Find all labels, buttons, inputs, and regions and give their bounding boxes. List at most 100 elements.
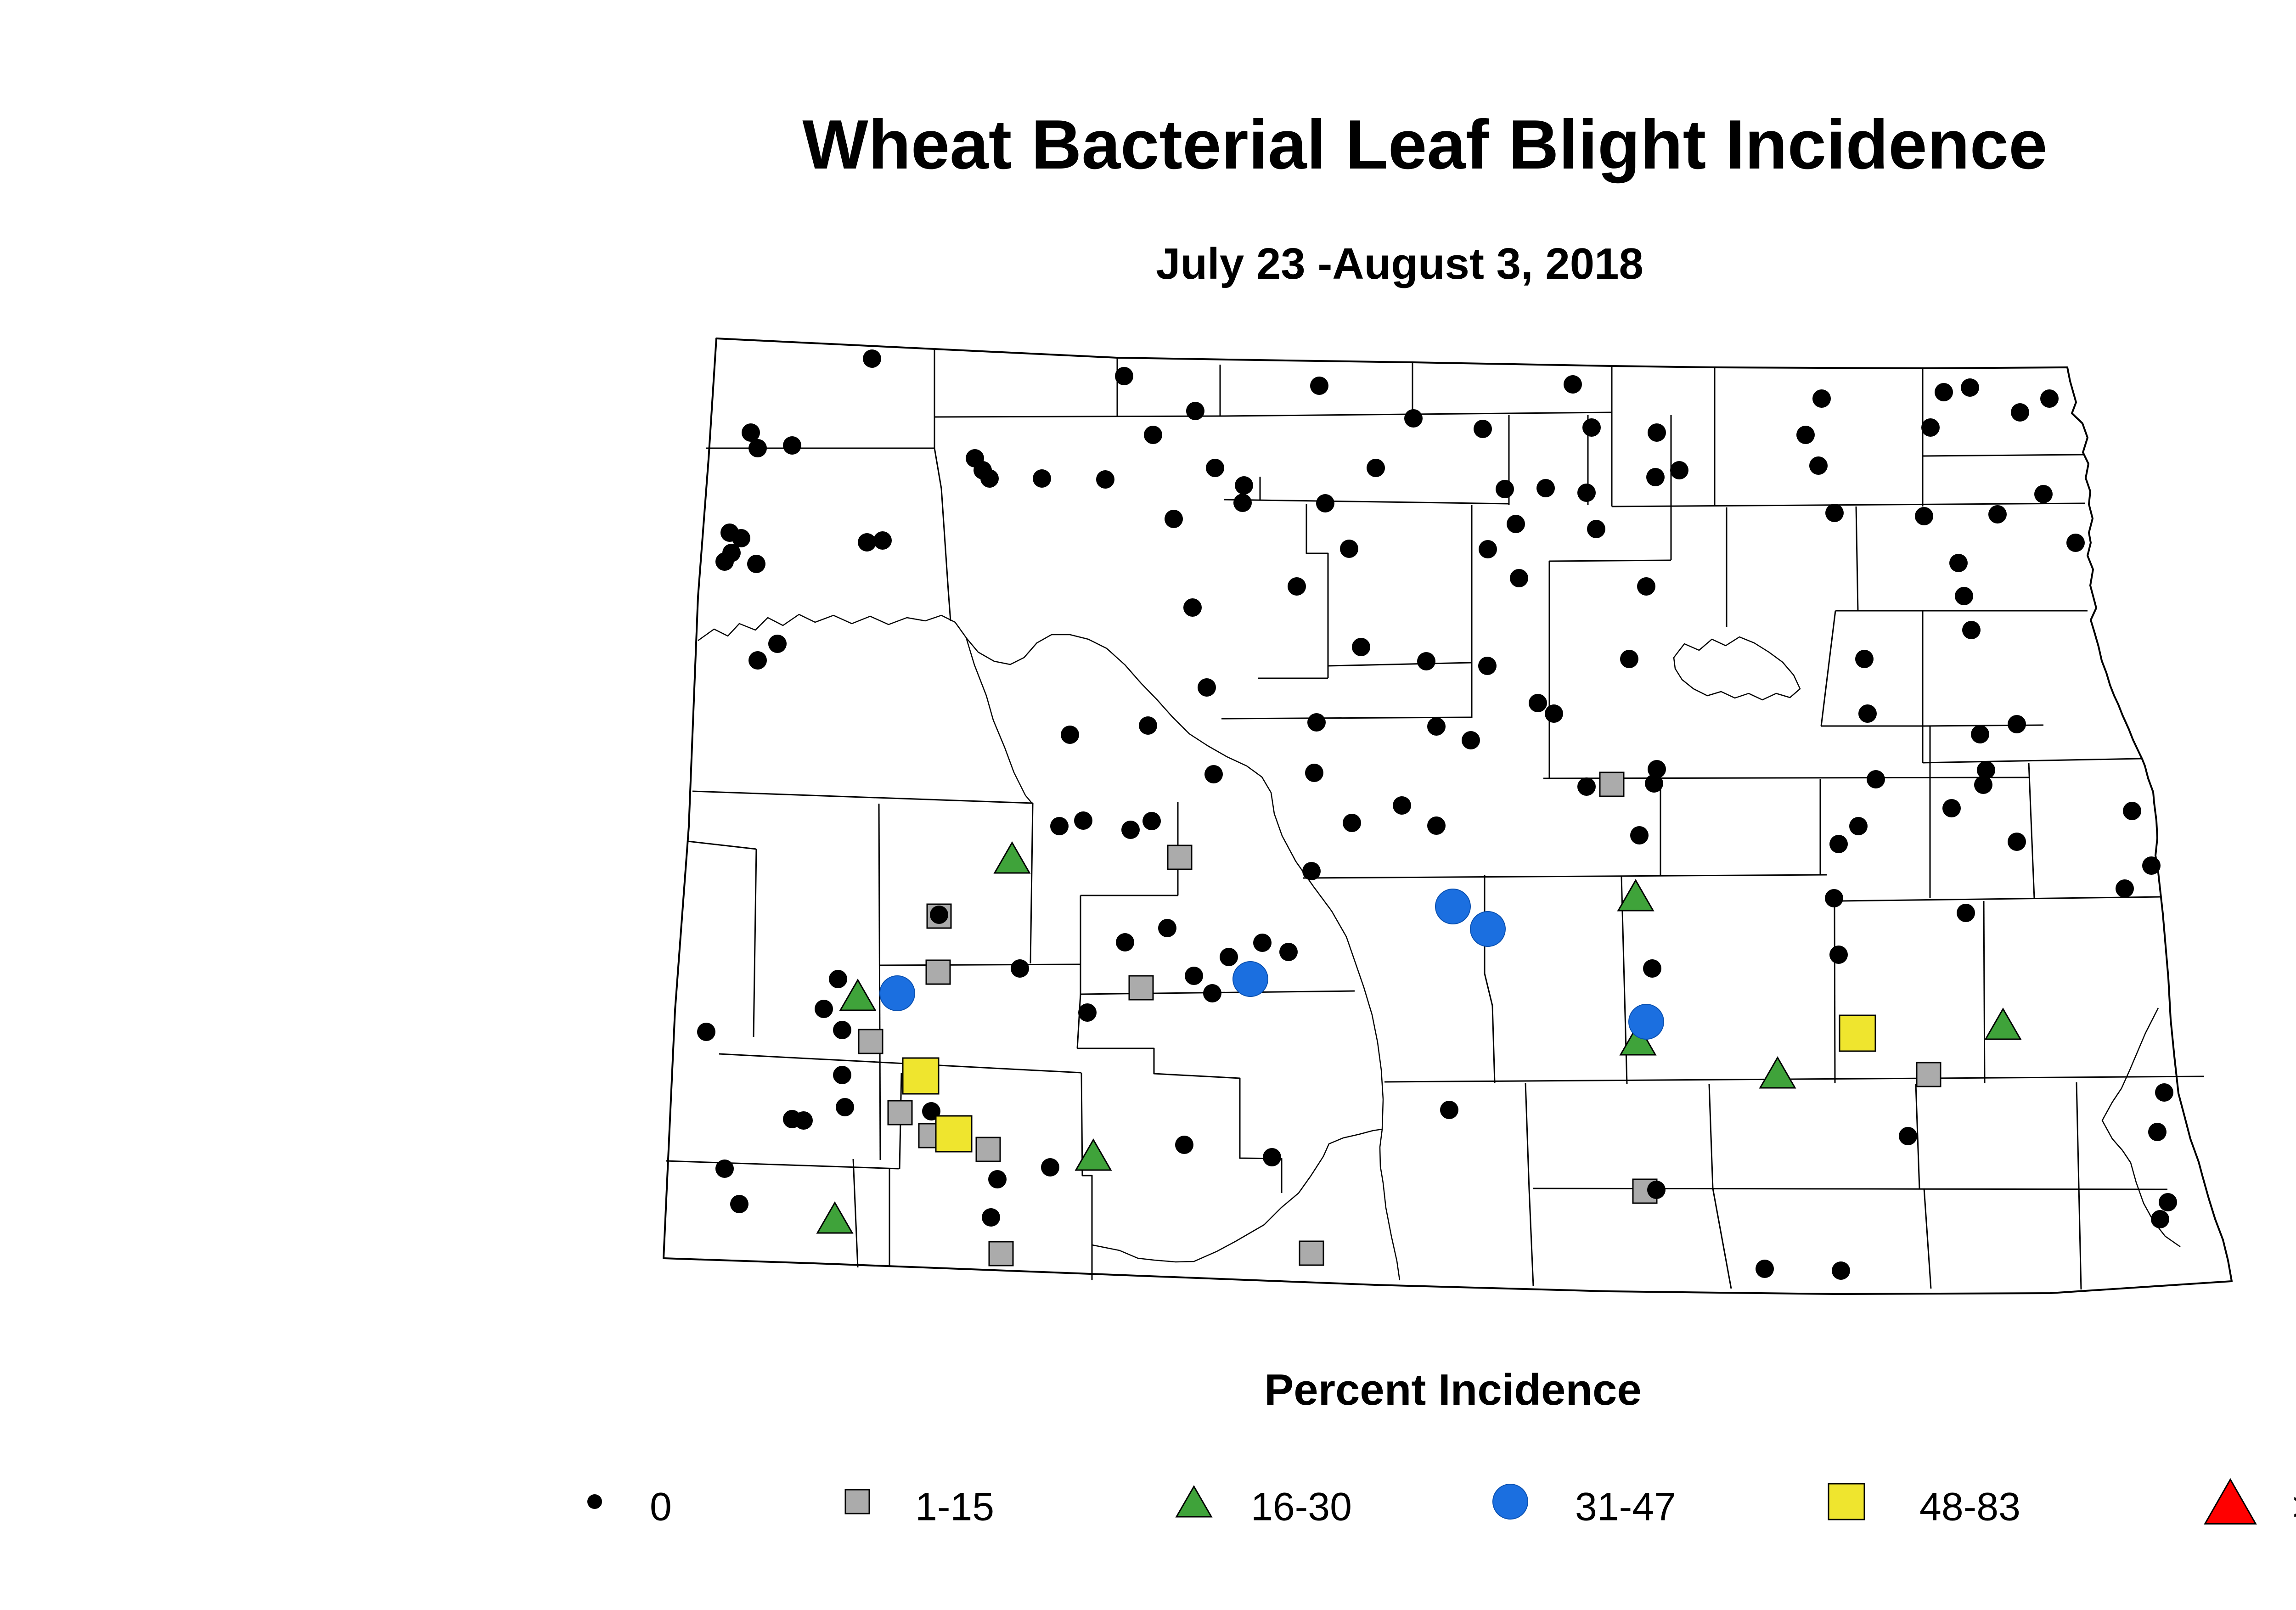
marker-black-dot: [1203, 984, 1221, 1002]
marker-gray-square: [1299, 1240, 1324, 1266]
marker-black-dot: [2066, 534, 2085, 552]
marker-black-dot: [1899, 1127, 1917, 1145]
legend-marker-83: [2204, 1478, 2257, 1525]
marker-black-dot: [1078, 1003, 1097, 1022]
marker-black-dot: [1942, 799, 1961, 817]
marker-black-dot: [1253, 934, 1272, 952]
marker-black-dot: [1587, 520, 1605, 538]
marker-black-dot: [1977, 761, 1995, 779]
marker-black-dot: [1809, 456, 1828, 475]
marker-black-dot: [982, 1208, 1000, 1227]
marker-green-triangle: [1075, 1138, 1112, 1171]
legend-label-4: 31-47: [1575, 1485, 1676, 1529]
marker-black-dot: [1756, 1260, 1774, 1278]
marker-black-dot: [748, 439, 767, 457]
marker-black-dot: [1186, 402, 1204, 420]
marker-green-triangle: [993, 841, 1031, 874]
legend-marker-4883: [1828, 1483, 1865, 1520]
marker-black-dot: [1921, 418, 1940, 437]
marker-green-triangle: [1984, 1007, 2022, 1040]
marker-black-dot: [2123, 802, 2141, 820]
marker-black-dot: [1175, 1136, 1193, 1154]
marker-black-dot: [1417, 652, 1435, 670]
marker-black-dot: [2040, 389, 2059, 408]
marker-black-dot: [715, 1160, 734, 1178]
marker-black-dot: [1564, 375, 1582, 394]
marker-black-dot: [1620, 650, 1638, 668]
marker-black-dot: [2159, 1193, 2177, 1211]
marker-black-dot: [1829, 835, 1848, 853]
marker-black-dot: [1393, 796, 1411, 815]
marker-black-dot: [1915, 507, 1933, 525]
legend-marker-1630: [1175, 1485, 1213, 1518]
marker-black-dot: [1474, 420, 1492, 438]
marker-black-dot: [715, 552, 734, 571]
marker-black-dot: [1545, 704, 1563, 723]
marker-black-dot: [1183, 598, 1202, 617]
marker-black-dot: [1233, 494, 1252, 512]
marker-black-dot: [1061, 726, 1079, 744]
marker-gray-square: [858, 1029, 884, 1054]
marker-black-dot: [1510, 569, 1528, 587]
marker-black-dot: [1343, 814, 1361, 832]
marker-black-dot: [1577, 484, 1596, 502]
marker-black-dot: [730, 1195, 748, 1213]
marker-gray-square: [1128, 975, 1154, 1001]
marker-black-dot: [1648, 760, 1666, 778]
marker-black-dot: [833, 1021, 851, 1039]
marker-black-dot: [1643, 959, 1661, 978]
marker-black-dot: [1115, 367, 1133, 385]
marker-black-dot: [2011, 403, 2029, 422]
marker-black-dot: [1935, 383, 1953, 401]
marker-black-dot: [1479, 540, 1497, 558]
marker-green-triangle: [816, 1201, 854, 1234]
marker-black-dot: [1647, 1181, 1666, 1199]
marker-black-dot: [1204, 765, 1223, 783]
marker-black-dot: [1288, 577, 1306, 596]
marker-black-dot: [836, 1098, 854, 1116]
marker-black-dot: [1796, 426, 1815, 444]
marker-black-dot: [1198, 678, 1216, 697]
marker-black-dot: [1427, 717, 1446, 736]
marker-black-dot: [1829, 946, 1848, 964]
marker-black-dot: [1235, 476, 1253, 495]
marker-black-dot: [732, 529, 750, 547]
marker-black-dot: [1263, 1148, 1281, 1166]
marker-black-dot: [1206, 459, 1224, 477]
marker-gray-square: [925, 959, 951, 985]
marker-black-dot: [873, 531, 892, 550]
marker-black-dot: [1957, 904, 1975, 922]
marker-black-dot: [1496, 480, 1514, 498]
marker-black-dot: [1825, 504, 1844, 522]
county-boundaries: [663, 338, 2233, 1295]
legend-marker-115: [844, 1489, 870, 1514]
marker-black-dot: [1961, 378, 1979, 397]
marker-black-dot: [1971, 725, 1989, 743]
marker-yellow-square: [935, 1115, 973, 1153]
marker-black-dot: [1955, 587, 1973, 605]
marker-blue-circle: [879, 975, 915, 1011]
marker-black-dot: [1440, 1101, 1458, 1119]
chart-title: Wheat Bacterial Leaf Blight Incidence: [802, 106, 2048, 184]
marker-black-dot: [1577, 777, 1596, 796]
marker-black-dot: [2148, 1123, 2167, 1141]
marker-black-dot: [1158, 919, 1176, 937]
marker-black-dot: [1670, 461, 1688, 479]
marker-black-dot: [858, 533, 876, 552]
marker-black-dot: [1367, 459, 1385, 477]
marker-black-dot: [1974, 776, 1992, 794]
marker-black-dot: [697, 1023, 715, 1041]
marker-black-dot: [1849, 817, 1868, 835]
marker-blue-circle: [1470, 911, 1506, 947]
marker-black-dot: [1033, 469, 1051, 488]
marker-black-dot: [1427, 816, 1446, 835]
marker-black-dot: [1139, 716, 1157, 735]
marker-black-dot: [1279, 943, 1298, 961]
marker-black-dot: [1116, 933, 1134, 951]
marker-black-dot: [1462, 731, 1480, 749]
marker-black-dot: [2008, 715, 2026, 733]
marker-black-dot: [1637, 577, 1655, 596]
marker-blue-circle: [1628, 1004, 1664, 1040]
marker-black-dot: [1302, 862, 1321, 880]
marker-black-dot: [863, 349, 881, 368]
